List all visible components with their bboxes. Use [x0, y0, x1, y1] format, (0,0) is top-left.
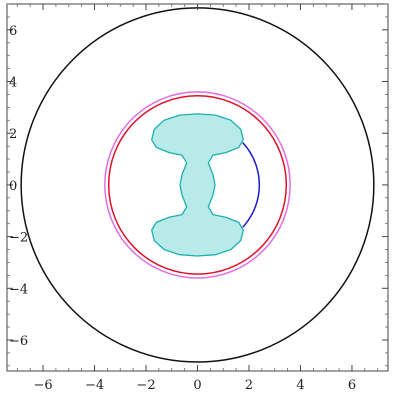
- series-layer: [20, 7, 375, 363]
- y-tick-label: 0: [9, 179, 17, 194]
- arc-series-3: [242, 142, 261, 228]
- x-tick-label: −6: [33, 378, 52, 393]
- y-tick-label: −4: [9, 282, 28, 297]
- x-tick-label: −2: [136, 378, 155, 393]
- y-tick-label: −6: [9, 334, 28, 349]
- ticks-layer: [7, 3, 388, 371]
- x-tick-label: 6: [348, 378, 356, 393]
- y-tick-label: 4: [9, 76, 17, 91]
- filled-region-series-4: [151, 113, 244, 257]
- x-tick-label: 0: [193, 378, 201, 393]
- circle-series-2: [107, 95, 288, 275]
- labels-layer: −6 −4 −2 0 2 4 6 6 4 2 0 −2 −4 −6: [9, 24, 356, 393]
- x-tick-label: 2: [245, 378, 253, 393]
- x-tick-label: 4: [296, 378, 304, 393]
- y-tick-label: −2: [9, 231, 28, 246]
- x-tick-label: −4: [85, 378, 104, 393]
- y-tick-label: 6: [9, 24, 17, 39]
- y-tick-label: 2: [9, 127, 17, 142]
- circle-series-1: [104, 91, 291, 279]
